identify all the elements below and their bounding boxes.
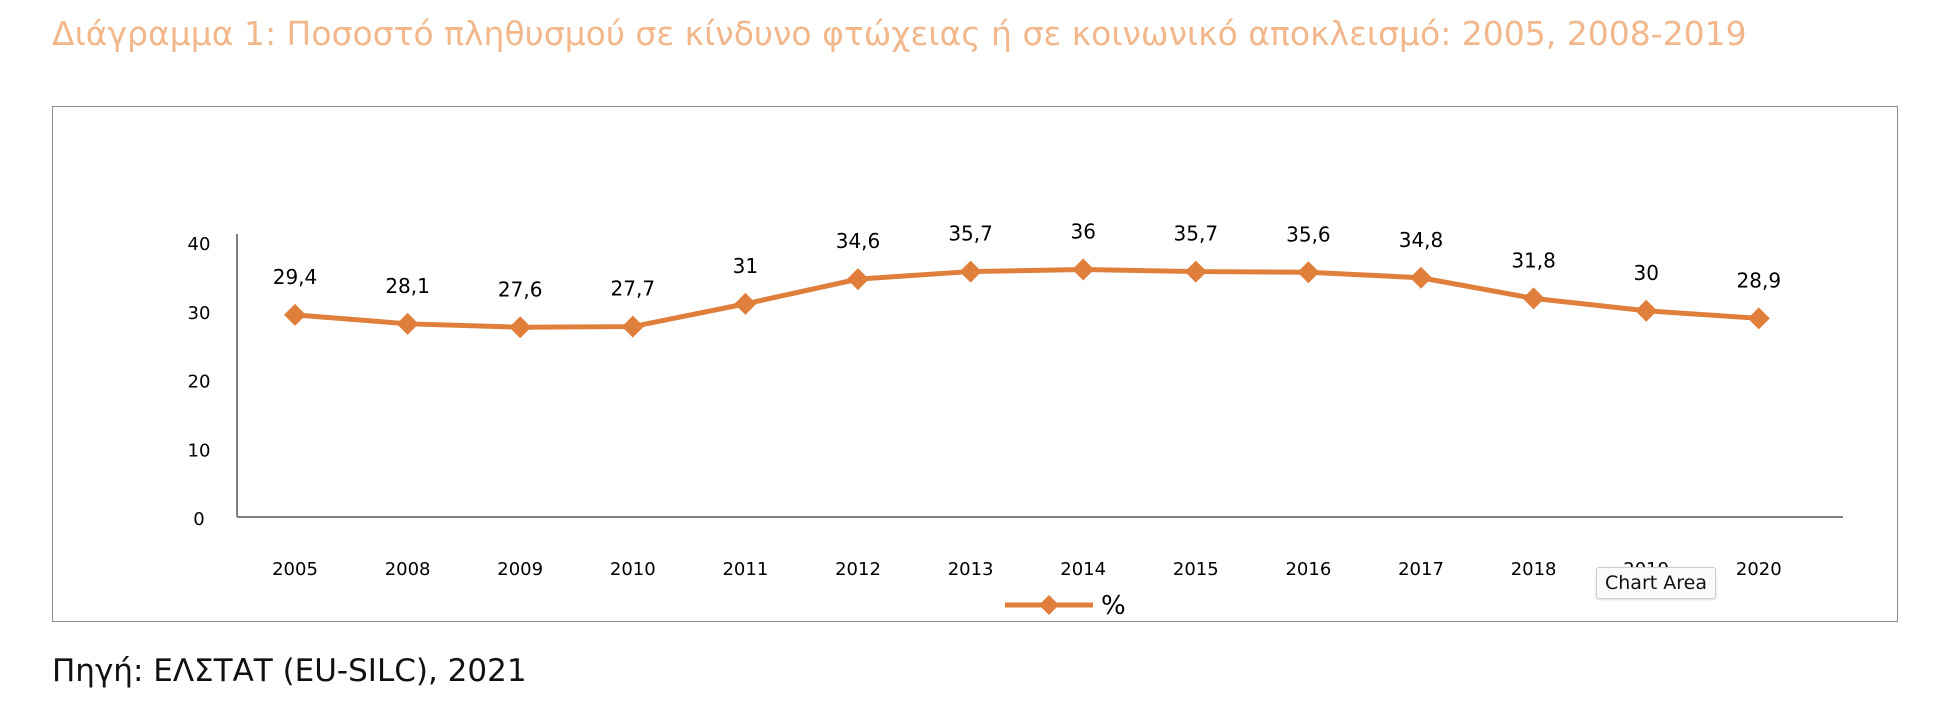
data-label: 31,8 [1511, 248, 1556, 272]
x-tick-label: 2009 [497, 559, 543, 580]
data-label: 35,6 [1286, 222, 1331, 246]
y-tick-label: 40 [188, 234, 211, 255]
chart-area[interactable]: 0 10 20 30 40 2005 2008 2009 2010 2011 2012 2013 201… [52, 106, 1898, 622]
x-tick-label: 2005 [272, 559, 318, 580]
data-label: 27,7 [611, 277, 656, 301]
data-label: 28,1 [385, 274, 430, 298]
data-point-marker [1522, 287, 1545, 310]
x-tick-label: 2011 [722, 559, 768, 580]
x-tick-label: 2018 [1511, 559, 1557, 580]
chart-title: Διάγραμμα 1: Ποσοστό πληθυσμού σε κίνδυν… [52, 14, 1747, 53]
data-point-marker [1072, 258, 1095, 281]
x-tick-label: 2017 [1398, 559, 1444, 580]
data-point-marker [284, 303, 306, 326]
data-label: 34,8 [1399, 228, 1444, 252]
line-chart: 0 10 20 30 40 2005 2008 2009 2010 2011 2012 2013 201… [188, 220, 1843, 620]
x-tick-label: 2013 [948, 559, 994, 580]
y-tick-label: 0 [193, 509, 204, 530]
data-point-marker [1410, 266, 1432, 289]
x-tick-label: 2015 [1173, 559, 1219, 580]
data-point-marker [959, 260, 982, 283]
data-point-marker [847, 268, 869, 291]
x-tick-label: 2014 [1060, 559, 1106, 580]
legend-label: % [1101, 591, 1126, 620]
legend-marker [1039, 595, 1059, 615]
data-point-marker [1297, 261, 1320, 284]
data-label: 29,4 [273, 265, 318, 289]
x-tick-label: 2016 [1285, 559, 1331, 580]
source-note: Πηγή: ΕΛΣΤΑΤ (EU-SILC), 2021 [52, 653, 527, 689]
data-point-marker [1635, 299, 1658, 322]
data-label: 30 [1633, 261, 1658, 285]
data-label: 28,9 [1737, 268, 1782, 292]
data-label: 35,7 [948, 222, 993, 246]
chart-area-tooltip: Chart Area [1596, 567, 1716, 599]
x-tick-label: 2020 [1736, 559, 1782, 580]
data-point-marker [734, 292, 757, 315]
data-point-marker [1184, 260, 1207, 283]
data-label: 36 [1070, 220, 1095, 244]
data-point-marker [1747, 307, 1770, 330]
data-point-marker [621, 315, 644, 338]
data-label: 27,6 [498, 277, 543, 301]
data-label: 34,6 [836, 229, 881, 253]
data-label: 35,7 [1174, 222, 1219, 246]
x-tick-label: 2010 [610, 559, 656, 580]
x-tick-label: 2008 [385, 559, 431, 580]
x-tick-label: 2012 [835, 559, 881, 580]
y-tick-label: 30 [188, 303, 211, 324]
data-label: 31 [733, 254, 758, 278]
y-tick-label: 10 [188, 440, 211, 461]
y-tick-label: 20 [188, 372, 211, 393]
data-point-marker [396, 312, 419, 335]
series-line [292, 267, 1762, 330]
data-point-marker [509, 316, 532, 339]
